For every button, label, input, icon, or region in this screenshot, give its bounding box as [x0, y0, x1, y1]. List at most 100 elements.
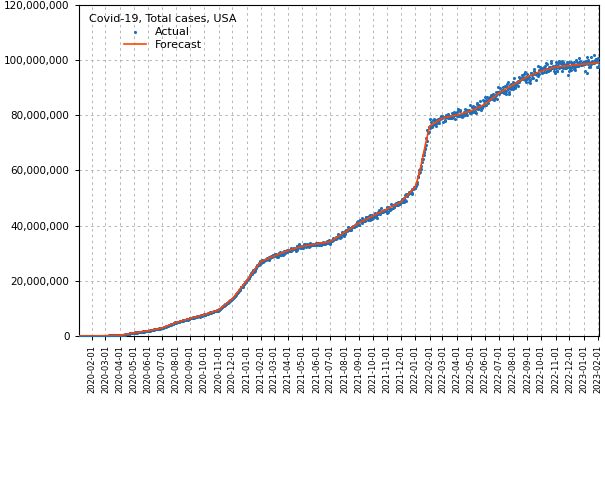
Actual	[114, 332, 123, 339]
Actual	[250, 266, 260, 274]
Actual	[132, 329, 142, 336]
Actual	[97, 332, 107, 340]
Actual	[129, 329, 139, 336]
Actual	[233, 289, 243, 297]
Actual	[442, 111, 451, 119]
Actual	[355, 217, 365, 225]
Actual	[314, 241, 324, 249]
Actual	[488, 94, 497, 101]
Actual	[339, 228, 348, 236]
Actual	[272, 253, 281, 261]
Actual	[166, 321, 176, 328]
Actual	[151, 325, 160, 333]
Actual	[168, 320, 177, 328]
Actual	[426, 122, 436, 130]
Actual	[267, 252, 276, 260]
Actual	[308, 241, 318, 249]
Actual	[213, 306, 223, 314]
Actual	[322, 239, 332, 246]
Actual	[218, 302, 228, 310]
Actual	[582, 70, 592, 77]
Actual	[389, 201, 399, 209]
Actual	[510, 83, 520, 91]
Actual	[225, 297, 235, 304]
Actual	[161, 323, 171, 331]
Actual	[320, 240, 330, 247]
Actual	[263, 254, 272, 262]
Actual	[381, 207, 390, 215]
Actual	[558, 64, 568, 72]
Actual	[332, 233, 342, 240]
Actual	[310, 240, 320, 248]
Actual	[553, 62, 563, 70]
Actual	[540, 65, 550, 73]
Actual	[572, 58, 581, 66]
Actual	[164, 322, 174, 329]
Actual	[296, 244, 306, 252]
Actual	[191, 313, 200, 321]
Actual	[364, 214, 373, 222]
Actual	[490, 94, 500, 101]
Actual	[246, 271, 255, 278]
Actual	[251, 264, 261, 272]
Actual	[102, 332, 112, 339]
Actual	[474, 101, 484, 109]
Actual	[304, 242, 313, 250]
Actual	[297, 242, 307, 250]
Actual	[588, 59, 598, 67]
Actual	[212, 307, 221, 314]
Actual	[291, 247, 301, 254]
Actual	[543, 67, 552, 75]
Actual	[78, 332, 88, 340]
Actual	[117, 331, 127, 339]
Actual	[313, 239, 323, 247]
Actual	[88, 332, 97, 340]
Actual	[391, 202, 401, 209]
Actual	[399, 198, 408, 205]
Actual	[111, 332, 120, 339]
Actual	[467, 108, 477, 116]
Actual	[509, 74, 519, 82]
Actual	[89, 332, 99, 340]
Actual	[379, 206, 389, 214]
Actual	[478, 96, 488, 104]
Actual	[302, 240, 312, 248]
Actual	[98, 332, 108, 340]
Actual	[578, 60, 588, 68]
Actual	[295, 240, 304, 248]
Actual	[152, 325, 162, 333]
Actual	[316, 241, 326, 249]
Actual	[442, 113, 452, 121]
Actual	[489, 96, 499, 103]
Actual	[437, 112, 446, 120]
Actual	[517, 75, 526, 83]
Actual	[234, 288, 244, 295]
Actual	[289, 245, 298, 253]
Actual	[535, 70, 545, 77]
Actual	[294, 243, 304, 251]
Actual	[262, 255, 272, 263]
Actual	[480, 97, 489, 105]
Actual	[134, 328, 143, 336]
Actual	[560, 64, 570, 72]
Actual	[577, 60, 587, 68]
Actual	[274, 249, 284, 256]
Actual	[127, 329, 137, 337]
Actual	[318, 238, 328, 246]
Actual	[155, 324, 165, 332]
Actual	[157, 324, 166, 332]
Actual	[377, 208, 387, 216]
Actual	[217, 303, 227, 311]
Actual	[379, 208, 388, 216]
Actual	[500, 86, 509, 94]
Actual	[238, 281, 248, 289]
Actual	[241, 277, 251, 285]
Actual	[74, 332, 84, 340]
Actual	[158, 324, 168, 332]
Actual	[568, 61, 578, 69]
Actual	[315, 239, 325, 246]
Actual	[522, 73, 531, 81]
Actual	[220, 301, 229, 309]
Actual	[567, 63, 577, 71]
Actual	[276, 251, 286, 259]
